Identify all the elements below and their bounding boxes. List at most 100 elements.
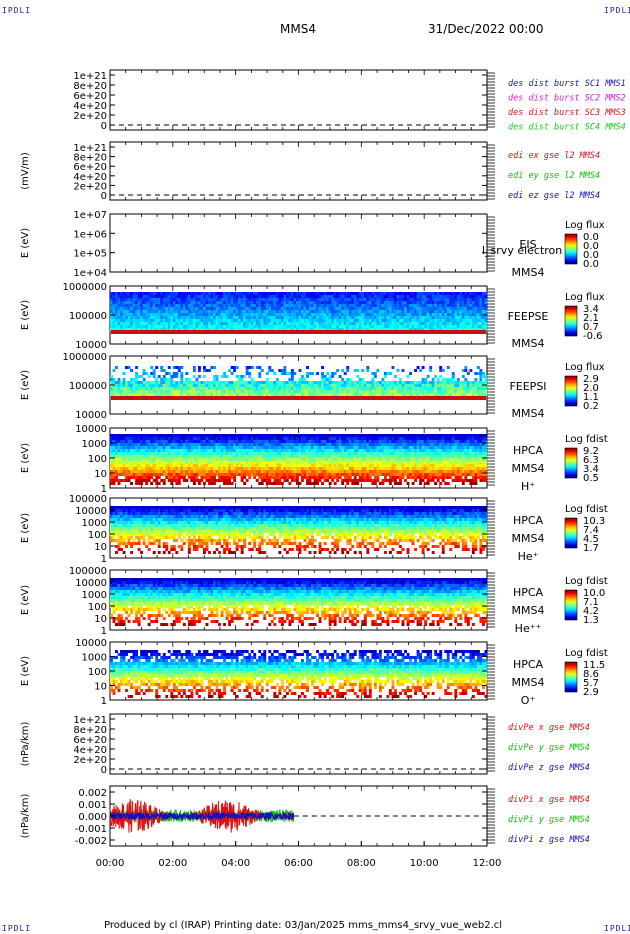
p5-cell: [361, 381, 365, 384]
p5-cell: [243, 387, 247, 390]
p4-cell: [371, 313, 375, 316]
p6-cell: [358, 455, 362, 458]
p4-cell: [464, 325, 468, 328]
p4-cell: [464, 295, 468, 298]
p4-cell: [376, 301, 380, 304]
p6-cell: [208, 464, 211, 467]
p4-cell: [162, 307, 166, 310]
p6-cell: [145, 461, 149, 464]
p4-cell: [155, 310, 159, 313]
p6-cell: [255, 458, 259, 461]
p6-cell: [243, 440, 247, 443]
p6-cell: [182, 446, 186, 449]
p4-cell: [218, 307, 221, 310]
p4-cell: [394, 322, 397, 325]
p4-cell: [165, 301, 169, 304]
p4-cell: [386, 310, 390, 313]
p5-cell: [479, 390, 483, 393]
p6-cell: [386, 452, 390, 455]
p5-cell: [406, 387, 410, 390]
p5-cell: [479, 378, 483, 381]
p4-cell: [323, 295, 327, 298]
p4-cell: [461, 307, 465, 310]
p4-cell: [260, 319, 264, 322]
p6-cell: [192, 464, 196, 467]
p4-cell: [346, 307, 350, 310]
p4-cell: [263, 322, 267, 325]
p6-cell: [288, 455, 292, 458]
p4-cell: [228, 319, 232, 322]
p4-cell: [260, 322, 264, 325]
p6-cell: [353, 446, 357, 449]
p6-cell: [253, 476, 257, 479]
p4-cell: [273, 328, 277, 331]
p5-cell: [140, 375, 144, 378]
p6-cell: [230, 476, 234, 479]
p6-cell: [230, 467, 234, 470]
p6-cell: [394, 443, 397, 446]
p6-cell: [298, 464, 302, 467]
p4-cell: [396, 292, 400, 295]
p5-cell: [127, 390, 131, 393]
p4-cell: [451, 310, 455, 313]
p4-cell: [446, 316, 450, 319]
p4-cell: [270, 328, 274, 331]
p5-cell: [170, 393, 174, 396]
p4-cell: [132, 292, 136, 295]
p6-cell: [228, 479, 232, 482]
p4-cell: [481, 325, 485, 328]
p4-cell: [328, 298, 332, 301]
p6-cell: [177, 473, 181, 476]
p5-cell: [233, 387, 237, 390]
p5-cell: [250, 387, 254, 390]
p6-spectrogram: [110, 434, 488, 485]
p4-cell: [341, 301, 345, 304]
p6-cell: [368, 464, 372, 467]
p5-cbar-tick: 2.0: [583, 383, 599, 394]
p4-cell: [170, 319, 174, 322]
p5-cell: [253, 387, 257, 390]
p6-cell: [313, 449, 317, 452]
p4-cell: [110, 322, 113, 325]
p6-cell: [142, 467, 146, 470]
p5-cell: [469, 393, 473, 396]
p4-cell: [313, 310, 317, 313]
p6-cell: [233, 434, 237, 437]
p4-cell: [313, 322, 317, 325]
p4-cell: [469, 301, 473, 304]
p5-cell: [225, 381, 229, 384]
p5-cell: [293, 384, 297, 387]
p4-cell: [449, 307, 453, 310]
p5-cell: [363, 390, 367, 393]
p4-cell: [213, 328, 216, 331]
p4-cell: [381, 304, 385, 307]
p4-cell: [466, 304, 470, 307]
p6-cell: [278, 473, 282, 476]
p4-cell: [394, 319, 397, 322]
p6-cell: [182, 437, 186, 440]
p6-cell: [280, 482, 284, 485]
p4-cell: [117, 304, 121, 307]
p4-red-band: [111, 330, 486, 334]
p4-cell: [137, 301, 141, 304]
p4-cell: [401, 313, 405, 316]
p6-cell: [223, 437, 227, 440]
p6-cell: [175, 458, 179, 461]
p6-cell: [288, 482, 292, 485]
p6-cell: [210, 470, 214, 473]
p5-cell: [142, 393, 146, 396]
p4-cell: [454, 304, 458, 307]
p4-cell: [270, 301, 274, 304]
p5-cell: [132, 393, 136, 396]
p6-cell: [157, 452, 161, 455]
p4-cell: [165, 313, 169, 316]
p4-cell: [376, 295, 380, 298]
p6-cell: [210, 449, 214, 452]
p4-cell: [132, 313, 136, 316]
p5-cell: [474, 378, 478, 381]
p4-cell: [348, 325, 352, 328]
p6-cell: [250, 446, 254, 449]
p6-cell: [185, 437, 189, 440]
p4-cell: [273, 313, 277, 316]
